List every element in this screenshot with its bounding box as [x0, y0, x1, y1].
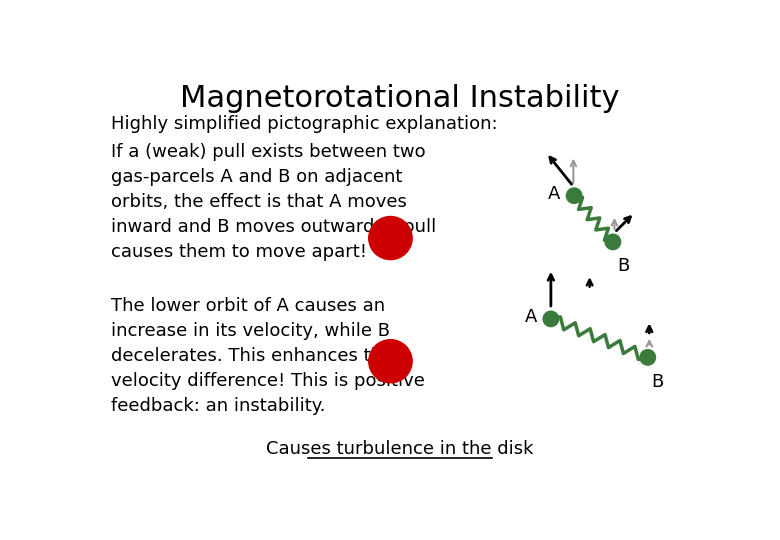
Circle shape: [605, 234, 621, 249]
Circle shape: [369, 340, 412, 383]
Text: If a (weak) pull exists between two
gas-parcels A and B on adjacent
orbits, the : If a (weak) pull exists between two gas-…: [112, 143, 437, 261]
Text: Causes turbulence in the disk: Causes turbulence in the disk: [266, 440, 534, 457]
Text: B: B: [617, 257, 629, 275]
Text: A: A: [525, 308, 537, 326]
Text: A: A: [548, 185, 560, 203]
Text: The lower orbit of A causes an
increase in its velocity, while B
decelerates. Th: The lower orbit of A causes an increase …: [112, 298, 425, 415]
Circle shape: [566, 188, 582, 204]
Text: Highly simplified pictographic explanation:: Highly simplified pictographic explanati…: [112, 115, 498, 133]
Circle shape: [369, 217, 412, 260]
Circle shape: [543, 311, 558, 327]
Text: B: B: [651, 373, 664, 391]
Text: Magnetorotational Instability: Magnetorotational Instability: [180, 84, 619, 113]
Circle shape: [640, 350, 655, 365]
